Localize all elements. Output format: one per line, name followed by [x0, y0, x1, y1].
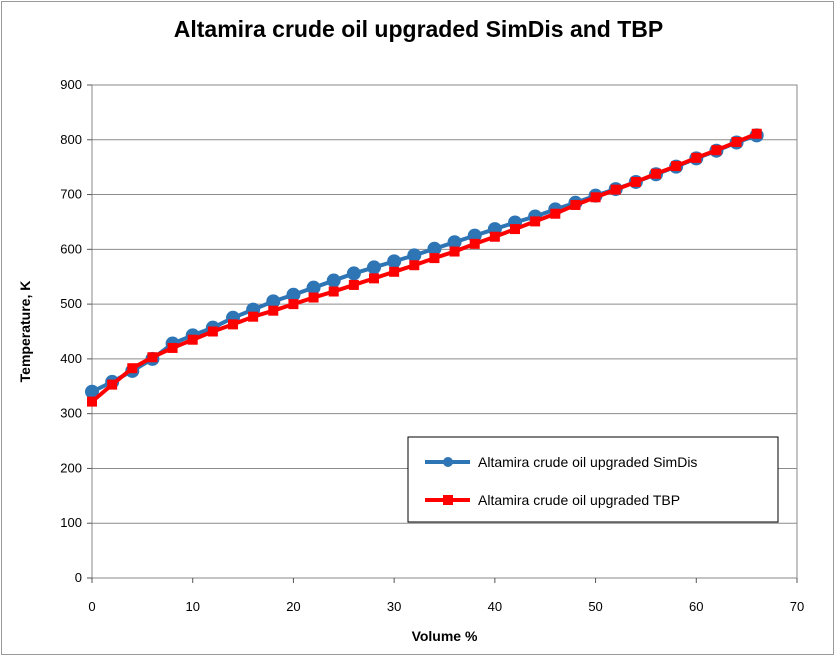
x-tick-label: 0	[88, 599, 95, 614]
x-tick-label: 60	[689, 599, 703, 614]
axes: 0 100 200 300 400 500 600 700 800 900 0 10 20 30 40 50 6…	[60, 77, 804, 614]
data-point	[369, 273, 379, 284]
data-point	[268, 305, 279, 316]
legend-marker	[443, 495, 453, 505]
y-tick-label: 600	[60, 241, 82, 256]
data-point	[409, 260, 420, 271]
legend-item: Altamira crude oil upgraded TBP	[425, 492, 680, 508]
data-point	[266, 294, 281, 309]
legend-item: Altamira crude oil upgraded SimDis	[425, 454, 697, 470]
data-point	[288, 299, 299, 310]
data-point	[147, 352, 158, 363]
x-axis-label: Volume %	[412, 628, 478, 644]
data-point	[308, 292, 319, 303]
data-point	[570, 199, 581, 210]
legend-label: Altamira crude oil upgraded TBP	[478, 492, 680, 508]
data-point	[751, 128, 762, 139]
data-point	[167, 342, 178, 353]
y-tick-label: 0	[75, 570, 82, 585]
data-point	[127, 363, 138, 374]
data-point	[530, 216, 541, 227]
data-point	[671, 161, 682, 172]
data-point	[469, 238, 480, 249]
chart-title: Altamira crude oil upgraded SimDis and T…	[173, 16, 664, 42]
data-point	[107, 379, 118, 390]
x-tick-label: 70	[790, 599, 804, 614]
legend: Altamira crude oil upgraded SimDis Altami…	[407, 436, 779, 523]
data-point	[489, 231, 500, 242]
data-point	[590, 192, 601, 203]
data-point	[510, 224, 520, 235]
data-point	[85, 384, 99, 399]
data-point	[387, 254, 402, 269]
legend-box	[407, 436, 779, 523]
data-point	[447, 235, 462, 250]
gridlines	[92, 84, 797, 524]
data-point	[328, 286, 339, 297]
data-point	[348, 279, 359, 290]
data-point	[550, 208, 561, 219]
data-point	[286, 287, 301, 302]
data-point	[691, 152, 702, 163]
x-tick-label: 30	[387, 599, 401, 614]
data-point	[367, 260, 381, 275]
data-point	[429, 253, 440, 264]
data-point	[306, 280, 321, 295]
y-tick-label: 700	[60, 187, 82, 202]
y-tick-label: 300	[60, 406, 82, 421]
y-tick-label: 400	[60, 351, 82, 366]
data-point	[228, 319, 238, 330]
y-tick-label: 100	[60, 515, 82, 530]
data-point	[427, 241, 442, 256]
data-point	[731, 136, 742, 147]
data-point	[630, 176, 641, 187]
data-point	[711, 145, 722, 156]
data-point	[407, 248, 422, 263]
y-tick-label: 200	[60, 460, 82, 475]
x-tick-label: 20	[286, 599, 300, 614]
legend-label: Altamira crude oil upgraded SimDis	[478, 454, 697, 470]
plot-area-border	[91, 84, 798, 579]
x-tick-label: 50	[588, 599, 602, 614]
data-point	[389, 266, 400, 277]
data-point	[610, 184, 621, 195]
data-point	[449, 246, 460, 257]
y-tick-label: 500	[60, 296, 82, 311]
data-point	[248, 311, 259, 322]
data-point	[187, 334, 198, 345]
data-point	[346, 266, 361, 281]
legend-marker	[443, 457, 453, 467]
x-tick-label: 10	[185, 599, 199, 614]
y-tick-label: 900	[60, 77, 82, 92]
y-axis-label: Temperature, K	[17, 281, 33, 383]
series-tbp	[87, 128, 762, 407]
data-point	[87, 396, 97, 407]
data-point	[207, 326, 218, 337]
y-tick-label: 800	[60, 132, 82, 147]
series-layer	[85, 128, 764, 407]
data-point	[326, 273, 341, 288]
data-point	[651, 168, 661, 179]
series-line	[90, 131, 758, 404]
x-tick-label: 40	[488, 599, 502, 614]
